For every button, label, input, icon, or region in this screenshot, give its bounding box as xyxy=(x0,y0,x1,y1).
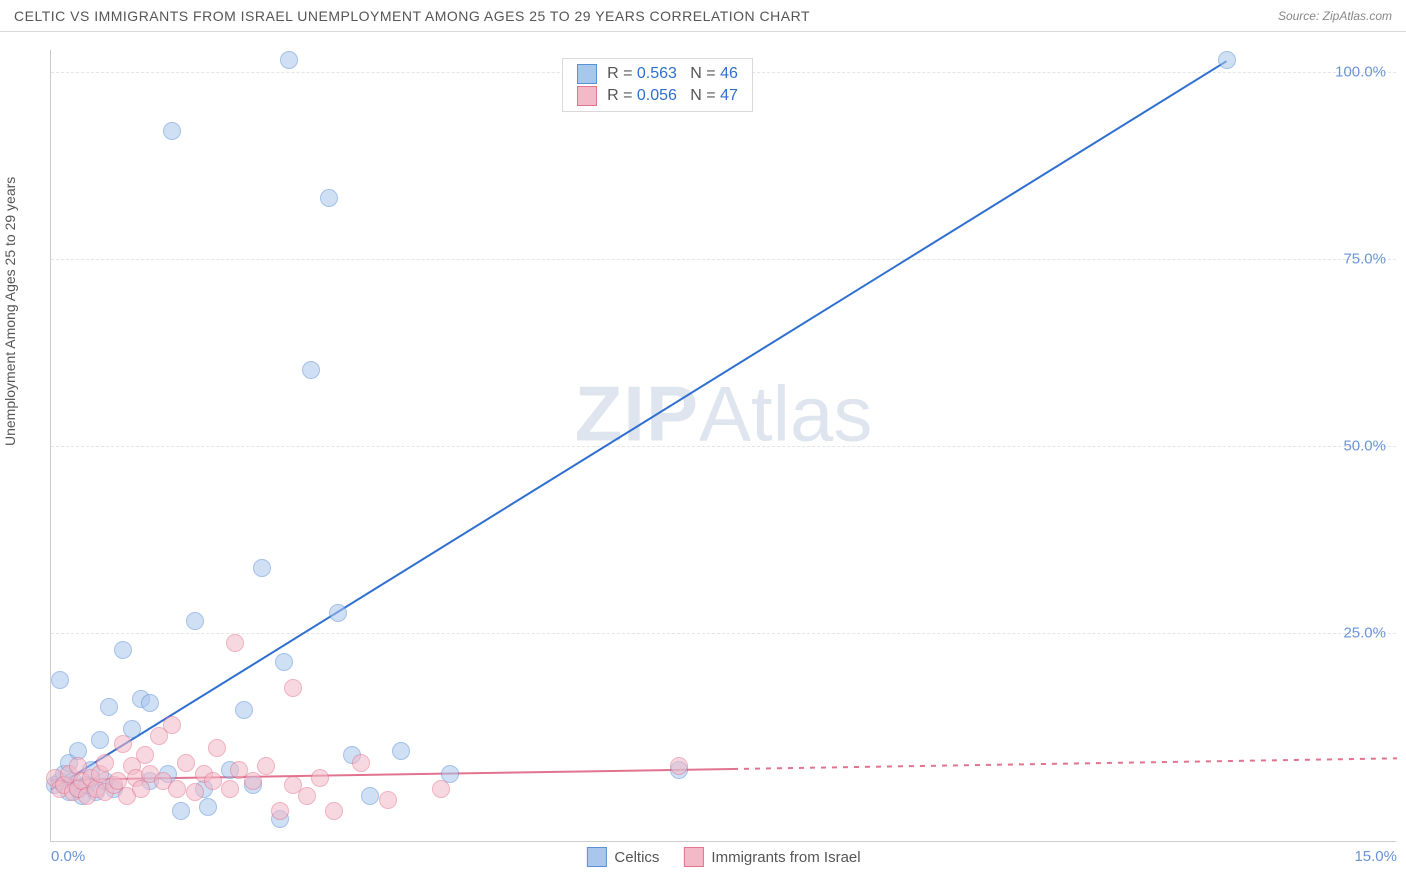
scatter-point xyxy=(136,746,154,764)
scatter-point xyxy=(275,653,293,671)
scatter-point xyxy=(253,559,271,577)
scatter-point xyxy=(51,671,69,689)
legend-stats: R = 0.563 N = 46 xyxy=(607,65,738,83)
scatter-point xyxy=(168,780,186,798)
scatter-point xyxy=(280,51,298,69)
scatter-point xyxy=(221,780,239,798)
scatter-point xyxy=(244,772,262,790)
scatter-point xyxy=(100,698,118,716)
legend-row: R = 0.563 N = 46 xyxy=(563,63,752,85)
scatter-point xyxy=(172,802,190,820)
series-name: Immigrants from Israel xyxy=(711,849,860,866)
legend-swatch xyxy=(683,847,703,867)
scatter-point xyxy=(96,754,114,772)
scatter-point xyxy=(257,757,275,775)
legend-swatch xyxy=(577,64,597,84)
scatter-point xyxy=(379,791,397,809)
scatter-point xyxy=(204,772,222,790)
scatter-point xyxy=(298,787,316,805)
scatter-point xyxy=(177,754,195,772)
scatter-point xyxy=(235,701,253,719)
scatter-point xyxy=(361,787,379,805)
plot-area: ZIPAtlas 25.0%50.0%75.0%100.0%0.0%15.0%R… xyxy=(50,50,1396,842)
scatter-point xyxy=(226,634,244,652)
scatter-point xyxy=(114,641,132,659)
source-label: Source: ZipAtlas.com xyxy=(1278,9,1392,23)
scatter-point xyxy=(186,783,204,801)
legend-swatch xyxy=(577,86,597,106)
scatter-point xyxy=(311,769,329,787)
scatter-point xyxy=(432,780,450,798)
legend-row: R = 0.056 N = 47 xyxy=(563,85,752,107)
trend-lines xyxy=(51,50,1396,841)
y-axis-label: Unemployment Among Ages 25 to 29 years xyxy=(2,177,18,446)
scatter-point xyxy=(320,189,338,207)
scatter-point xyxy=(163,122,181,140)
series-legend-item: Celtics xyxy=(586,847,659,867)
scatter-point xyxy=(271,802,289,820)
scatter-point xyxy=(284,679,302,697)
scatter-point xyxy=(186,612,204,630)
legend-swatch xyxy=(586,847,606,867)
scatter-point xyxy=(392,742,410,760)
x-tick-label: 0.0% xyxy=(51,848,85,865)
scatter-point xyxy=(352,754,370,772)
series-legend-item: Immigrants from Israel xyxy=(683,847,860,867)
scatter-point xyxy=(670,757,688,775)
scatter-point xyxy=(91,731,109,749)
scatter-point xyxy=(141,694,159,712)
scatter-point xyxy=(302,361,320,379)
series-name: Celtics xyxy=(614,849,659,866)
chart-title: CELTIC VS IMMIGRANTS FROM ISRAEL UNEMPLO… xyxy=(14,8,810,24)
scatter-point xyxy=(199,798,217,816)
scatter-point xyxy=(208,739,226,757)
title-bar: CELTIC VS IMMIGRANTS FROM ISRAEL UNEMPLO… xyxy=(0,0,1406,32)
correlation-legend: R = 0.563 N = 46 R = 0.056 N = 47 xyxy=(562,58,753,112)
legend-stats: R = 0.056 N = 47 xyxy=(607,87,738,105)
x-tick-label: 15.0% xyxy=(1354,848,1397,865)
scatter-point xyxy=(114,735,132,753)
scatter-point xyxy=(163,716,181,734)
series-legend: Celtics Immigrants from Israel xyxy=(586,847,860,867)
scatter-point xyxy=(1218,51,1236,69)
scatter-point xyxy=(325,802,343,820)
scatter-point xyxy=(329,604,347,622)
